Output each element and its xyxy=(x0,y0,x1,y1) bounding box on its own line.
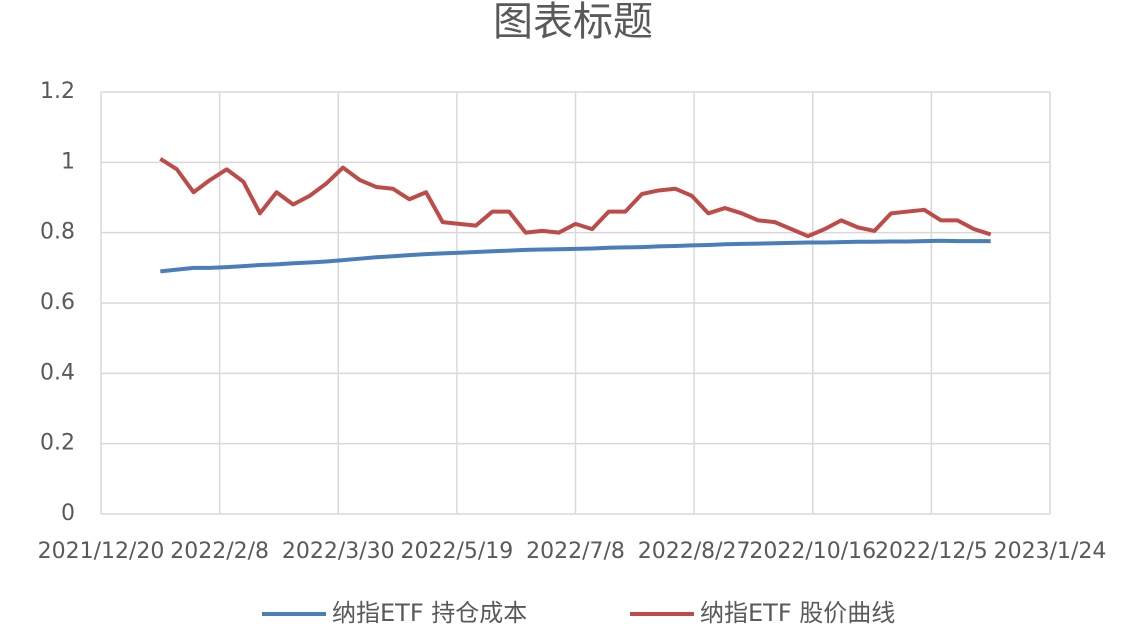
series-line xyxy=(159,157,992,239)
x-tick-label: 2022/5/19 xyxy=(400,539,513,564)
x-tick-label: 2023/1/24 xyxy=(994,539,1107,564)
x-tick-label: 2022/8/27 xyxy=(638,539,751,564)
y-tick-label: 1 xyxy=(61,149,75,174)
y-tick-label: 0.8 xyxy=(40,220,75,245)
y-tick-label: 0.2 xyxy=(40,431,75,456)
x-tick-label: 2022/2/8 xyxy=(170,539,269,564)
x-tick-label: 2022/3/30 xyxy=(282,539,395,564)
legend-label: 纳指ETF 股价曲线 xyxy=(700,599,895,627)
legend-label: 纳指ETF 持仓成本 xyxy=(332,599,527,627)
x-tick-label: 2022/12/5 xyxy=(875,539,988,564)
x-tick-label: 2022/10/16 xyxy=(749,539,876,564)
x-tick-label: 2021/12/20 xyxy=(38,539,165,564)
y-tick-label: 1.2 xyxy=(40,79,75,104)
y-tick-label: 0 xyxy=(61,501,75,526)
series-line xyxy=(160,238,991,274)
y-tick-label: 0.6 xyxy=(40,290,75,315)
chart-title: 图表标题 xyxy=(493,0,653,45)
x-tick-label: 2022/7/8 xyxy=(526,539,625,564)
y-tick-label: 0.4 xyxy=(40,360,75,385)
